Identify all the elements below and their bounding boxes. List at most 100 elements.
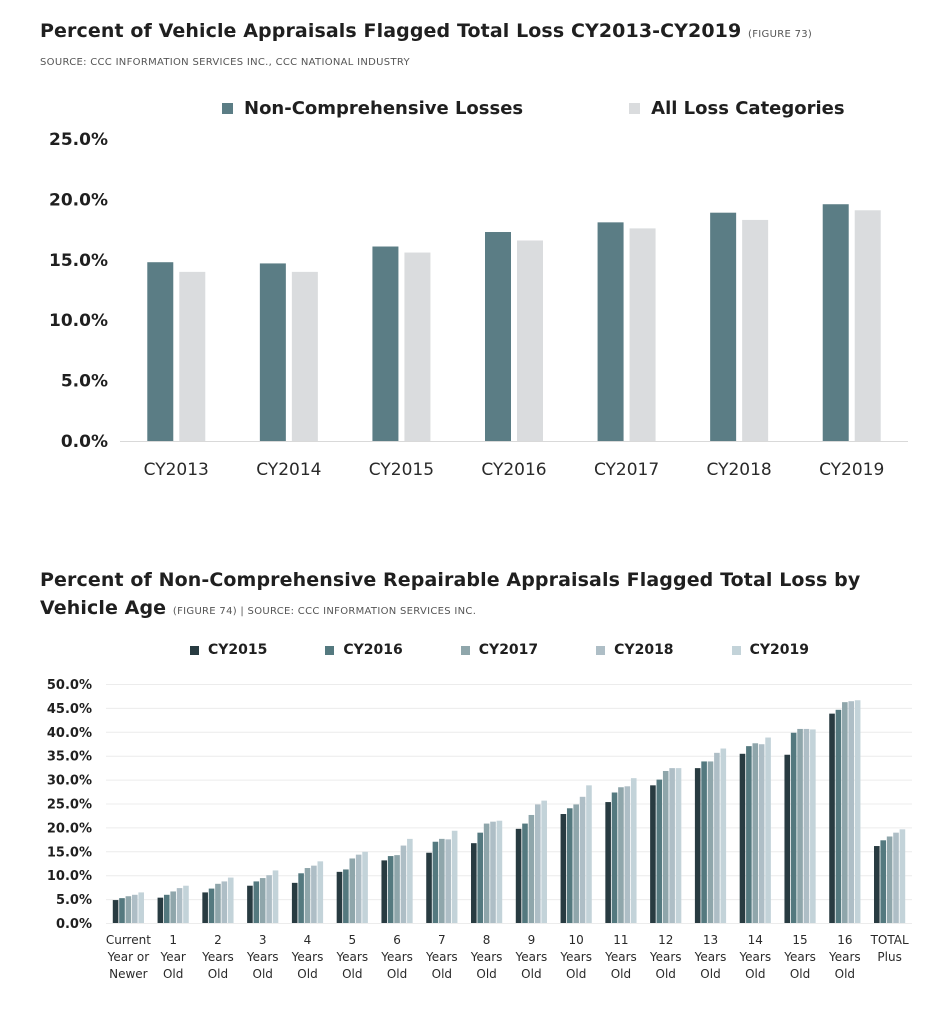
chart2-bar-cy2019-cat7 (451, 830, 458, 923)
chart2-bar-cy2016-cat4 (298, 873, 304, 923)
chart2-xtick-label: Old (835, 967, 855, 981)
chart2-legend-item-cy2017: CY2017 (460, 642, 538, 658)
chart2-xtick-label: Old (611, 967, 631, 981)
chart2-bar-cy2019-cat3 (272, 870, 279, 923)
chart2-bar-cy2015-cat14 (739, 753, 746, 923)
chart2-xtick-label: Years (291, 950, 324, 964)
chart1-ytick-label: 20.0% (49, 190, 108, 210)
chart2-bar-cy2016-cat9 (522, 823, 528, 923)
chart2-xtick-label: 3 (259, 933, 267, 947)
chart2-xtick-label: TOTAL (870, 933, 909, 947)
chart1-bar-all-cy2016 (517, 240, 543, 441)
chart2-xtick-label: Old (387, 967, 407, 981)
chart2-ytick-label: 20.0% (47, 821, 92, 836)
chart2-xtick-label: Years (246, 950, 279, 964)
chart1-xtick-label: CY2016 (481, 460, 546, 480)
chart2-xtick-label: 4 (304, 933, 312, 947)
chart2-bar-cy2019-cat2 (227, 877, 234, 923)
chart2-bar-cy2016-cat3 (253, 881, 260, 923)
chart2-bar-cy2017-cat17 (886, 836, 893, 923)
chart2-ytick-label: 50.0% (47, 678, 92, 693)
chart1-xtick-label: CY2014 (256, 460, 321, 480)
chart2-legend: CY2015 CY2016 CY2017 CY2018 CY2019 (190, 642, 809, 658)
chart1-bar-all-cy2014 (291, 271, 318, 441)
chart2-xtick-label: Years (828, 950, 861, 964)
chart2-ytick-label: 10.0% (47, 869, 92, 884)
chart2-bar-cy2018-cat4 (311, 865, 317, 923)
chart1-legend-swatch-noncomp (222, 103, 233, 114)
chart2-bar-cy2018-cat1 (176, 888, 183, 923)
chart2-ytick-label: 5.0% (56, 893, 92, 908)
chart1-legend-swatch-all (629, 103, 641, 114)
chart2-xtick-label: Years (649, 950, 682, 964)
chart2-bar-cy2018-cat15 (803, 728, 810, 923)
chart1-bar-noncomp-cy2018 (710, 212, 737, 441)
chart2-xtick-label: Years (783, 950, 816, 964)
chart2-bar-cy2015-cat12 (650, 785, 656, 923)
chart1-bar-noncomp-cy2019 (822, 204, 849, 441)
chart2-bar-cy2019-cat8 (496, 820, 503, 923)
chart2-bar-cy2016-cat2 (208, 888, 215, 923)
chart2-bar-cy2017-cat9 (528, 814, 535, 923)
chart2-bar-cy2018-cat8 (490, 821, 496, 923)
chart1-ytick-label: 15.0% (49, 251, 108, 271)
chart2-xtick-label: 12 (658, 933, 673, 947)
chart2-xtick-label: 9 (528, 933, 536, 947)
chart2-ytick-label: 30.0% (47, 774, 92, 789)
chart1-title-text: Percent of Vehicle Appraisals Flagged To… (40, 20, 742, 42)
chart2-bar-cy2015-cat10 (560, 814, 567, 923)
chart2-legend-item-cy2015: CY2015 (190, 642, 267, 658)
chart2-bar-cy2017-cat1 (170, 891, 176, 923)
chart2-bar-cy2016-cat16 (835, 709, 842, 923)
chart2-xtick-label: Old (163, 967, 183, 981)
chart1-plot: 0.0% 5.0% 10.0% 15.0% 20.0% 25.0% CY2013 CY2014… (49, 130, 908, 480)
chart2-title: Percent of Non-Comprehensive Repairable … (40, 566, 860, 626)
chart2-ytick-label: 25.0% (47, 798, 92, 813)
chart2-bar-cy2018-cat0 (131, 894, 138, 923)
chart2-bar-cy2019-cat17 (899, 829, 906, 923)
chart2-bar-cy2015-cat4 (291, 882, 298, 923)
chart2-title-line2: Vehicle Age (40, 597, 167, 619)
chart2-bar-cy2015-cat15 (784, 754, 791, 923)
chart2-bar-cy2018-cat14 (758, 744, 765, 923)
chart2-xtick-label: Years (380, 950, 413, 964)
chart2-bar-cy2015-cat2 (202, 892, 208, 923)
chart2-xtick-label: Old (745, 967, 765, 981)
chart2-bar-cy2019-cat11 (630, 778, 637, 923)
chart2-bar-cy2017-cat15 (797, 728, 803, 923)
chart1-ytick-label: 0.0% (61, 432, 108, 452)
chart1-bar-noncomp-cy2016 (485, 232, 511, 441)
chart2-bar-cy2015-cat17 (874, 846, 880, 923)
chart2-legend-label-cy2019: CY2019 (749, 642, 809, 658)
chart2-bar-cy2016-cat5 (343, 869, 349, 923)
chart2-title-line2-row: Vehicle Age (FIGURE 74) | SOURCE: CCC IN… (40, 594, 860, 626)
chart2-xtick-label: Old (700, 967, 720, 981)
chart2-xtick-label: 6 (393, 933, 401, 947)
chart2-bar-cy2019-cat13 (720, 748, 727, 923)
chart2-bar-cy2018-cat13 (714, 752, 720, 923)
chart2-xtick-label: Years (559, 950, 592, 964)
chart2-xtick-label: Old (566, 967, 586, 981)
chart2-bar-cy2016-cat15 (790, 732, 797, 923)
chart2-legend-swatch-cy2015 (190, 645, 199, 655)
chart2-bar-cy2018-cat16 (848, 701, 855, 923)
chart2-bar-cy2019-cat6 (407, 838, 413, 923)
chart2-bar-cy2016-cat14 (746, 746, 752, 923)
chart2-ytick-label: 40.0% (47, 726, 92, 741)
chart2-bar-cy2016-cat10 (566, 808, 573, 923)
chart1-bar-all-cy2018 (742, 219, 769, 441)
chart2-bar-cy2018-cat7 (445, 839, 452, 923)
chart2-bar-cy2015-cat1 (157, 897, 164, 923)
chart2-bar-cy2018-cat5 (355, 854, 362, 923)
chart2-bar-cy2016-cat1 (163, 894, 170, 923)
chart2-bar-cy2019-cat15 (810, 729, 816, 923)
chart2-ytick-label: 0.0% (56, 917, 92, 932)
chart1-bar-noncomp-cy2013 (147, 262, 174, 441)
chart2-xtick-label: Years (201, 950, 234, 964)
chart2-bar-cy2018-cat10 (579, 796, 586, 923)
chart1-bar-all-cy2015 (404, 252, 431, 441)
chart2-xtick-label: 5 (348, 933, 356, 947)
chart1-figure-label: (FIGURE 73) (748, 29, 813, 40)
chart2-bar-cy2017-cat3 (259, 878, 266, 923)
chart2-xtick-label: Years (425, 950, 458, 964)
